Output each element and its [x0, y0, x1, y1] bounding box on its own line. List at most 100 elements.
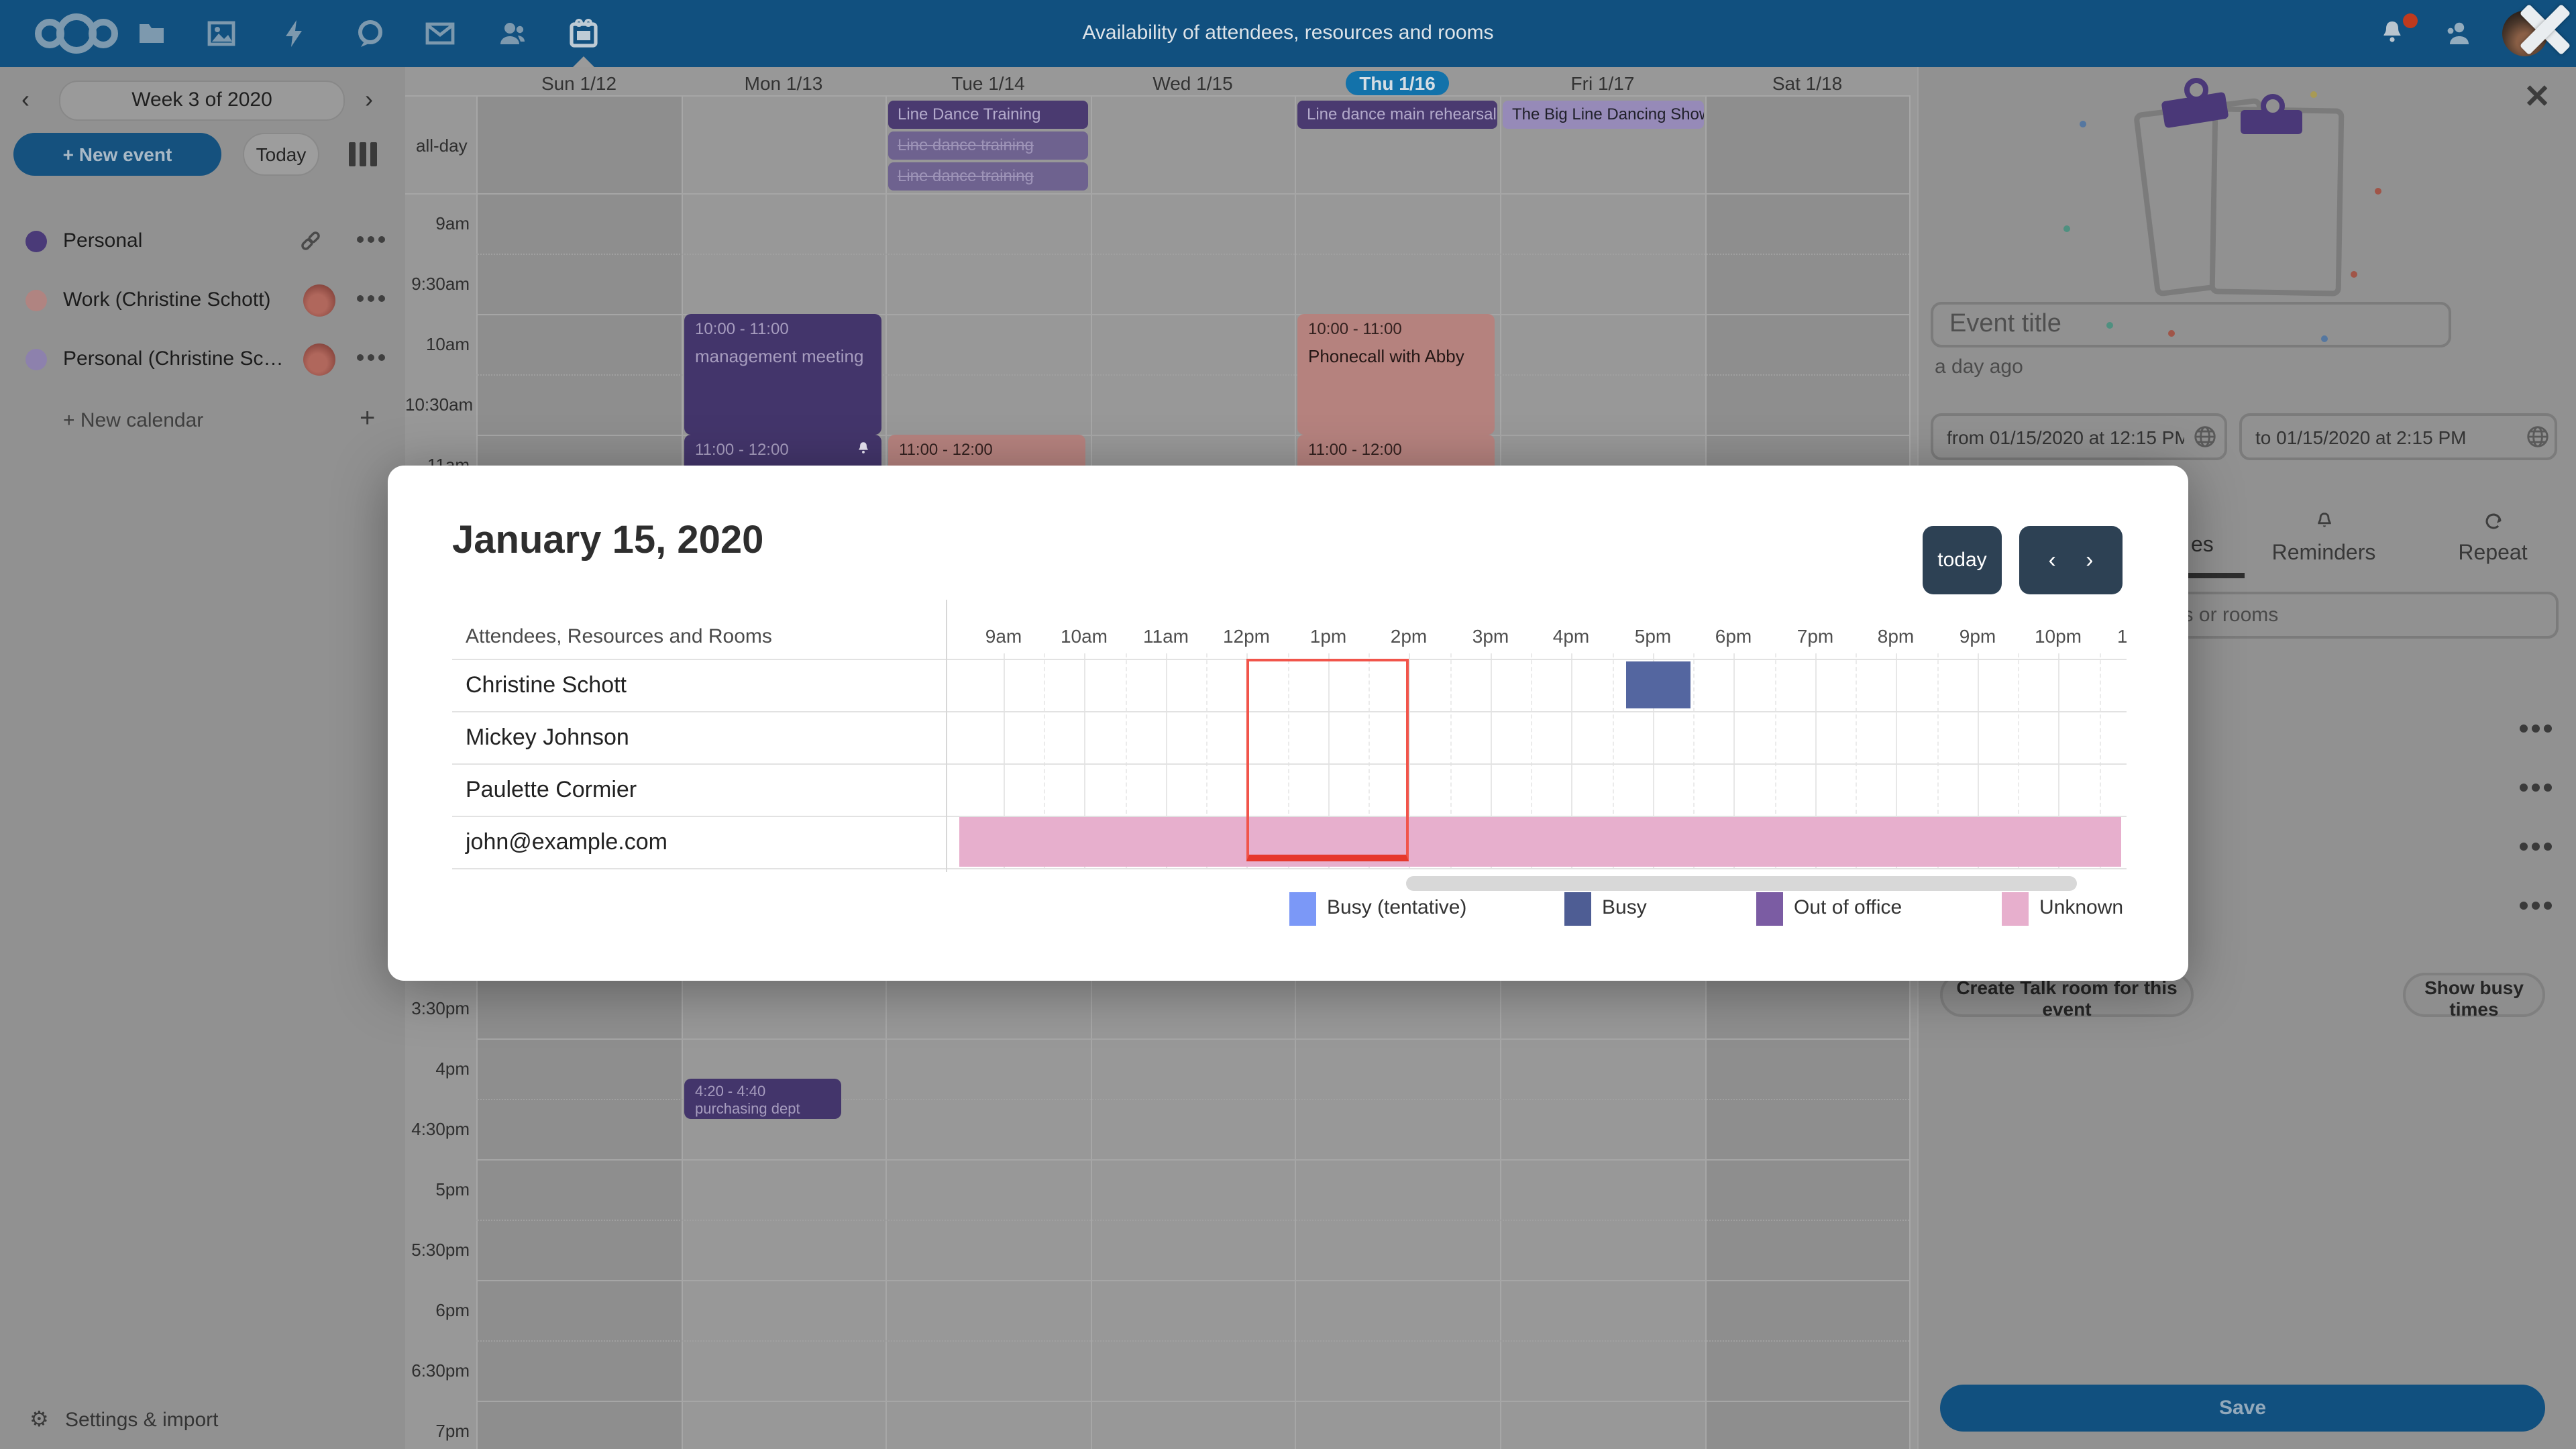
allday-event[interactable]: Line dance main rehearsal: [1297, 101, 1497, 129]
time-label: 4pm: [435, 1059, 470, 1079]
legend-swatch-busy: [1564, 892, 1591, 926]
day-header-mon[interactable]: Mon 1/13: [744, 72, 823, 94]
allday-event-declined[interactable]: Line dance training: [888, 162, 1088, 191]
calendar-list-item-personal[interactable]: Personal: [0, 217, 405, 266]
page-title: Availability of attendees, resources and…: [1082, 21, 1494, 44]
from-datetime-field[interactable]: [1931, 413, 2227, 460]
legend-label: Unknown: [2039, 896, 2124, 919]
calendar-owner-avatar: [303, 343, 335, 376]
dialog-today-button[interactable]: today: [1923, 526, 2002, 594]
tab-repeat[interactable]: Repeat: [2412, 510, 2573, 566]
event-management-meeting[interactable]: 10:00 - 11:00 management meeting: [684, 314, 881, 435]
selected-timespan-rect[interactable]: [1246, 659, 1409, 861]
day-header-sun[interactable]: Sun 1/12: [541, 72, 617, 94]
share-link-icon[interactable]: [298, 228, 323, 254]
event-phonecall-with-abby[interactable]: 10:00 - 11:00 Phonecall with Abby: [1297, 314, 1495, 435]
calendar-actions-menu[interactable]: [357, 295, 385, 302]
time-label: 10:30am: [405, 394, 474, 415]
save-button[interactable]: Save: [1940, 1385, 2545, 1432]
photos-icon[interactable]: [205, 17, 237, 50]
contacts-icon[interactable]: [496, 17, 529, 50]
close-panel-icon[interactable]: ✕: [2524, 79, 2551, 115]
time-label: 5:30pm: [411, 1240, 470, 1260]
next-week-button[interactable]: ›: [365, 86, 373, 113]
time-label: 9am: [435, 213, 470, 233]
timezone-globe-icon[interactable]: [2525, 424, 2551, 449]
legend-swatch-unknown: [2002, 892, 2029, 926]
attendee-row-name: john@example.com: [466, 829, 667, 855]
last-edited-text: a day ago: [1935, 356, 2023, 378]
time-label: 5pm: [435, 1179, 470, 1199]
attendee-row-menu[interactable]: [2520, 724, 2552, 733]
attendee-row-menu[interactable]: [2520, 784, 2552, 792]
calendar-icon[interactable]: [568, 17, 600, 50]
calendar-owner-avatar: [303, 284, 335, 317]
next-day-icon[interactable]: ›: [2086, 547, 2094, 572]
dialog-prev-next-buttons[interactable]: ‹ ›: [2019, 526, 2123, 594]
attendee-row-name: Mickey Johnson: [466, 724, 629, 750]
time-label: 3:30pm: [411, 998, 470, 1018]
legend-label: Busy: [1602, 896, 1647, 919]
calendar-list-item-personal-shared[interactable]: Personal (Christine Scho...: [0, 335, 405, 384]
allday-event-declined[interactable]: Line dance training: [888, 131, 1088, 160]
calendar-color-dot: [25, 290, 47, 311]
to-datetime-field[interactable]: [2239, 413, 2557, 460]
attendee-row-menu[interactable]: [2520, 843, 2552, 851]
event-title-input[interactable]: [1931, 302, 2451, 347]
time-label: 10am: [425, 334, 470, 354]
files-icon[interactable]: [136, 17, 168, 50]
plus-icon: +: [360, 404, 376, 433]
timezone-globe-icon[interactable]: [2192, 424, 2218, 449]
all-day-label: all-day: [416, 136, 468, 156]
new-calendar-item[interactable]: + New calendar +: [63, 404, 376, 433]
day-header-tue[interactable]: Tue 1/14: [951, 72, 1025, 94]
contacts-menu-icon[interactable]: [2442, 17, 2474, 50]
day-header-sat[interactable]: Sat 1/18: [1772, 72, 1843, 94]
legend-label: Out of office: [1794, 896, 1902, 919]
time-label: 4:30pm: [411, 1119, 470, 1139]
attendee-row-name: Christine Schott: [466, 672, 627, 698]
reminder-bell-icon: [859, 442, 868, 453]
timeline-viewport: 9am 10am 11am 12pm 1pm 2pm 3pm 4pm 5pm 6…: [958, 466, 2127, 981]
week-selector[interactable]: Week 3 of 2020: [59, 80, 345, 121]
attendees-column-header: Attendees, Resources and Rooms: [466, 625, 772, 648]
notifications-bell-icon[interactable]: [2376, 17, 2408, 50]
event-purchasing-dept[interactable]: 4:20 - 4:40 purchasing dept: [684, 1079, 841, 1119]
left-sidebar: ‹ Week 3 of 2020 › + New event Today Per…: [0, 67, 405, 1449]
today-button[interactable]: Today: [243, 133, 319, 176]
timeline-scrollbar-thumb[interactable]: [1406, 876, 2077, 891]
settings-import-link[interactable]: ⚙ Settings & import: [30, 1409, 219, 1432]
calendar-actions-menu[interactable]: [357, 236, 385, 243]
mail-icon[interactable]: [424, 17, 456, 50]
allday-event[interactable]: The Big Line Dancing Show: [1503, 101, 1704, 129]
prev-day-icon[interactable]: ‹: [2048, 547, 2056, 572]
talk-icon[interactable]: [354, 17, 386, 50]
time-label: 6:30pm: [411, 1360, 470, 1381]
tab-reminders[interactable]: Reminders: [2243, 510, 2404, 566]
day-header-fri[interactable]: Fri 1/17: [1570, 72, 1635, 94]
day-header-wed[interactable]: Wed 1/15: [1152, 72, 1233, 94]
active-app-pointer: [572, 56, 596, 68]
attendee-row-name: Paulette Cormier: [466, 777, 637, 802]
attendee-row-menu[interactable]: [2520, 902, 2552, 910]
repeat-icon: [2485, 513, 2501, 529]
activity-icon[interactable]: [279, 17, 311, 50]
notification-badge: [2403, 13, 2418, 28]
prev-week-button[interactable]: ‹: [21, 86, 30, 113]
day-header-thu-active[interactable]: Thu 1/16: [1295, 71, 1500, 95]
calendar-list-item-work[interactable]: Work (Christine Schott): [0, 276, 405, 325]
nextcloud-logo-icon[interactable]: [35, 13, 137, 54]
allday-event[interactable]: Line Dance Training: [888, 101, 1088, 129]
time-label: 7pm: [435, 1421, 470, 1441]
calendar-actions-menu[interactable]: [357, 354, 385, 361]
legend-swatch-busy-tentative: [1289, 892, 1316, 926]
tab-attendees-fragment[interactable]: es: [2191, 534, 2214, 557]
busy-block: [1626, 661, 1690, 708]
week-view-toggle-icon[interactable]: [349, 142, 377, 166]
show-busy-times-button[interactable]: Show busy times: [2403, 973, 2545, 1020]
gear-icon: ⚙: [30, 1409, 49, 1432]
names-column-separator: [946, 600, 947, 872]
new-event-button[interactable]: + New event: [13, 133, 221, 176]
active-tab-underline: [2175, 573, 2245, 578]
